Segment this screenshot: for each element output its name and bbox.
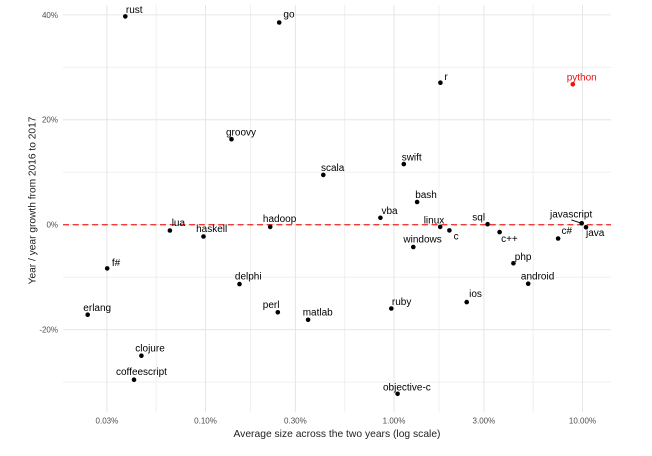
svg-text:3.00%: 3.00% <box>473 416 496 425</box>
svg-text:10.00%: 10.00% <box>569 416 596 425</box>
svg-text:c#: c# <box>562 226 573 237</box>
svg-text:objective-c: objective-c <box>383 383 431 394</box>
svg-text:haskell: haskell <box>196 224 227 235</box>
svg-text:javascript: javascript <box>549 210 592 221</box>
svg-text:scala: scala <box>321 163 345 174</box>
svg-text:clojure: clojure <box>135 344 165 355</box>
svg-text:c++: c++ <box>501 234 518 245</box>
svg-text:coffeescript: coffeescript <box>116 367 167 378</box>
svg-text:rust: rust <box>126 5 143 16</box>
svg-text:linux: linux <box>424 215 445 226</box>
svg-text:0.03%: 0.03% <box>96 416 119 425</box>
svg-text:swift: swift <box>402 153 422 164</box>
svg-text:-20%: -20% <box>39 326 58 335</box>
svg-text:perl: perl <box>263 300 280 311</box>
svg-text:f#: f# <box>112 258 121 269</box>
svg-text:Average size across the two ye: Average size across the two years (log s… <box>234 429 441 440</box>
svg-text:hadoop: hadoop <box>263 214 297 225</box>
svg-text:go: go <box>283 10 295 21</box>
svg-text:vba: vba <box>382 206 399 217</box>
svg-text:lua: lua <box>172 218 186 229</box>
svg-text:ruby: ruby <box>392 297 411 308</box>
svg-text:php: php <box>515 252 532 263</box>
svg-text:0.30%: 0.30% <box>284 416 307 425</box>
svg-text:erlang: erlang <box>83 303 111 314</box>
svg-text:windows: windows <box>402 235 441 246</box>
svg-text:0.10%: 0.10% <box>194 416 217 425</box>
svg-text:groovy: groovy <box>226 127 256 138</box>
svg-text:r: r <box>444 72 448 83</box>
svg-text:sql: sql <box>472 213 485 224</box>
svg-text:android: android <box>521 271 554 282</box>
svg-text:20%: 20% <box>42 116 58 125</box>
svg-text:delphi: delphi <box>235 271 262 282</box>
svg-text:java: java <box>585 228 605 239</box>
svg-text:matlab: matlab <box>303 307 333 318</box>
svg-text:1.00%: 1.00% <box>383 416 406 425</box>
svg-text:40%: 40% <box>42 11 58 20</box>
svg-text:0%: 0% <box>46 221 58 230</box>
svg-text:Year / year growth from 2016 t: Year / year growth from 2016 to 2017 <box>28 116 39 284</box>
svg-text:bash: bash <box>415 190 437 201</box>
svg-text:ios: ios <box>469 289 482 300</box>
svg-text:python: python <box>567 73 597 84</box>
svg-text:c: c <box>454 231 459 242</box>
